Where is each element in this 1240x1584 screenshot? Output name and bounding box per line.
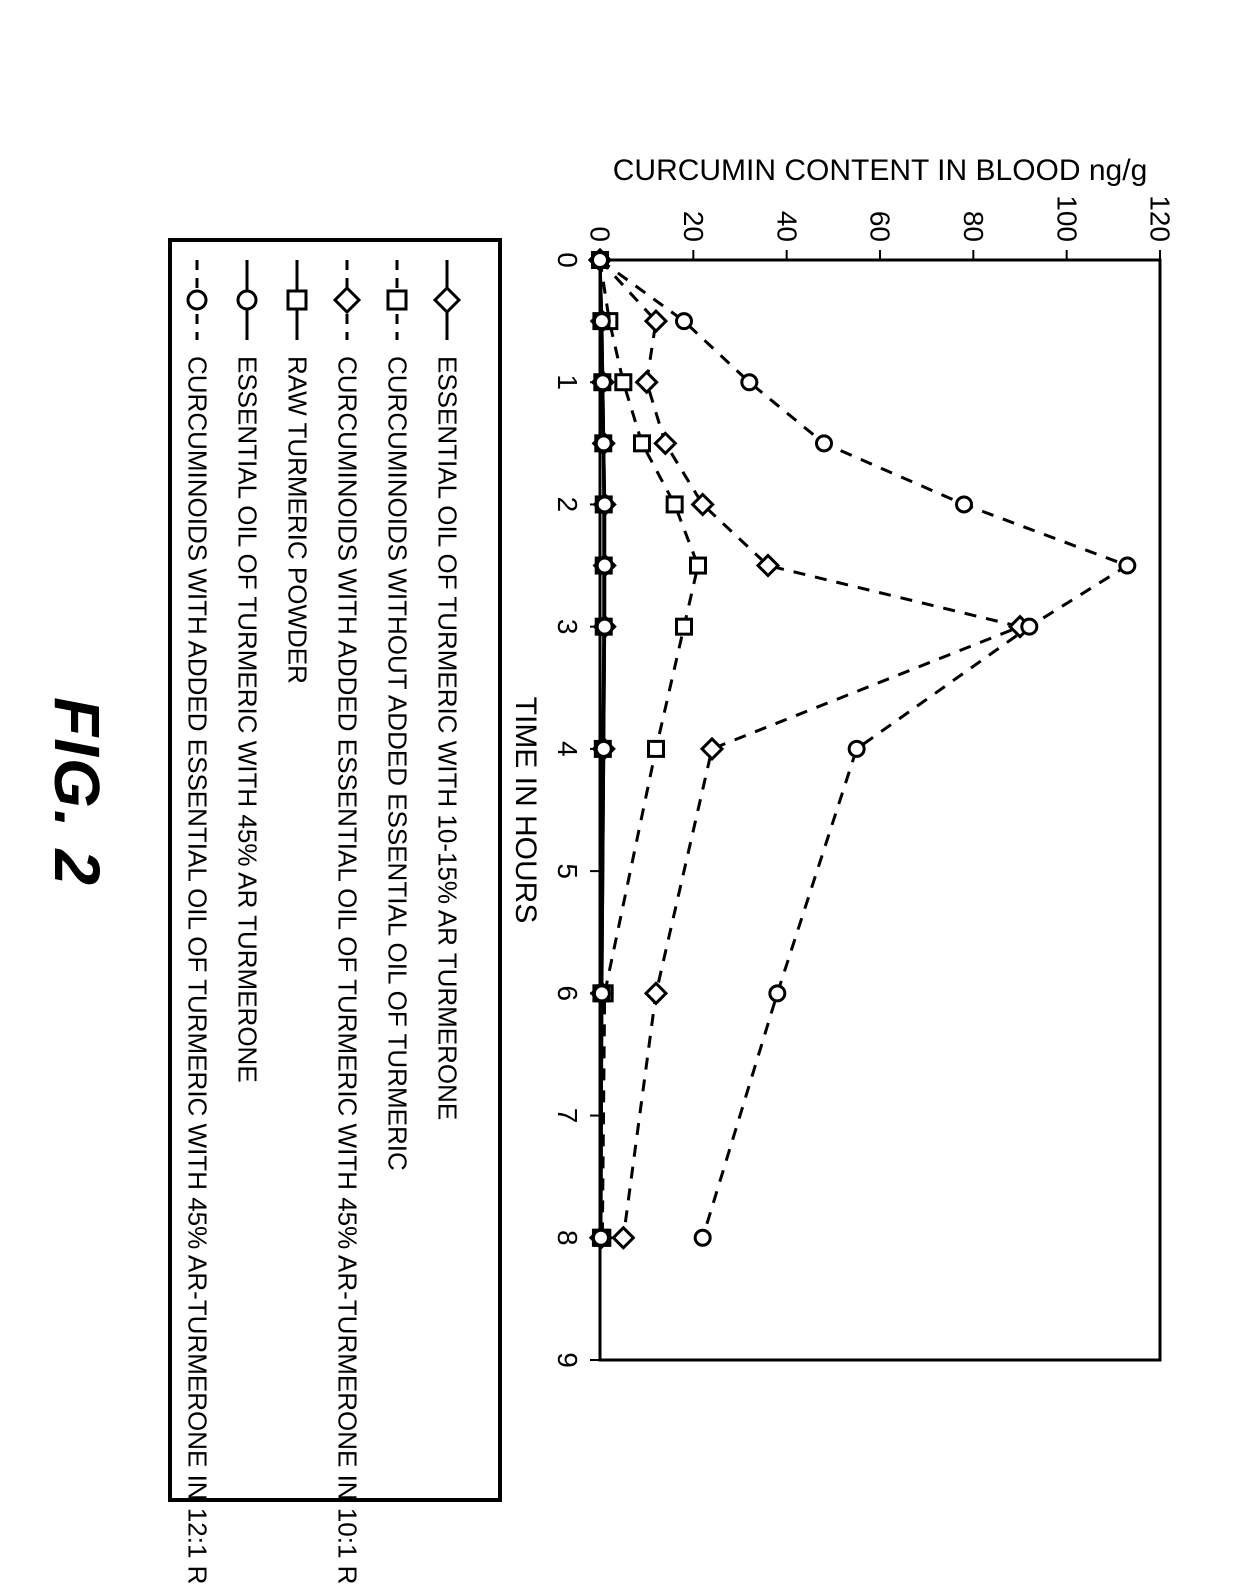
marker-circle-icon xyxy=(597,558,612,573)
legend-row: CURCUMINOIDS WITHOUT ADDED ESSENTIAL OIL… xyxy=(382,260,412,1171)
y-axis-label-group: CURCUMIN CONTENT IN BLOOD ng/g xyxy=(613,154,1148,187)
marker-diamond-icon xyxy=(637,372,657,392)
marker-circle-icon xyxy=(594,986,609,1001)
marker-circle-icon xyxy=(677,314,692,329)
y-tick-label: 40 xyxy=(771,211,802,242)
legend-row: CURCUMINOIDS WITH ADDED ESSENTIAL OIL OF… xyxy=(332,260,362,1584)
marker-square-icon xyxy=(635,436,650,451)
marker-square-icon xyxy=(691,558,706,573)
x-tick-label: 9 xyxy=(552,1352,583,1368)
marker-circle-icon xyxy=(957,497,972,512)
legend-label: RAW TURMERIC POWDER xyxy=(282,356,312,684)
x-tick-label: 1 xyxy=(552,374,583,390)
series-eo_45_12_1 xyxy=(593,253,1135,1246)
marker-circle-icon xyxy=(596,436,611,451)
marker-circle-icon xyxy=(188,291,206,309)
chart-svg: 0 1 2 3 4 5 6 7 8 9 0 20 40 60 80 100 120 TIME IN HOURS CU… xyxy=(0,0,1240,1584)
x-tick-label: 7 xyxy=(552,1108,583,1124)
marker-circle-icon xyxy=(770,986,785,1001)
legend-row: ESSENTIAL OIL OF TURMERIC WITH 10-15% AR… xyxy=(432,260,462,1120)
marker-circle-icon xyxy=(817,436,832,451)
series-eo_45 xyxy=(593,253,613,1246)
y-axis-label: CURCUMIN CONTENT IN BLOOD ng/g xyxy=(613,154,1148,187)
legend-label: ESSENTIAL OIL OF TURMERIC WITH 10-15% AR… xyxy=(432,356,462,1120)
marker-circle-icon xyxy=(594,314,609,329)
plot-frame xyxy=(600,260,1160,1360)
x-tick-label: 5 xyxy=(552,863,583,879)
marker-circle-icon xyxy=(597,619,612,634)
marker-circle-icon xyxy=(595,375,610,390)
x-tick-label: 0 xyxy=(552,252,583,268)
x-axis-label: TIME IN HOURS xyxy=(509,697,542,924)
marker-circle-icon xyxy=(849,741,864,756)
legend-label: ESSENTIAL OIL OF TURMERIC WITH 45% AR TU… xyxy=(232,356,262,1083)
marker-circle-icon xyxy=(1120,558,1135,573)
marker-square-icon xyxy=(388,291,406,309)
y-tick-label: 80 xyxy=(958,211,989,242)
marker-square-icon xyxy=(677,619,692,634)
marker-square-icon xyxy=(667,497,682,512)
marker-circle-icon xyxy=(593,1230,608,1245)
marker-diamond-icon xyxy=(646,983,666,1003)
legend-label: CURCUMINOIDS WITH ADDED ESSENTIAL OIL OF… xyxy=(332,356,362,1584)
marker-square-icon xyxy=(288,291,306,309)
rotated-content: 0 1 2 3 4 5 6 7 8 9 0 20 40 60 80 100 120 TIME IN HOURS CU… xyxy=(0,0,1240,1584)
marker-circle-icon xyxy=(593,253,608,268)
y-tick-label: 0 xyxy=(585,226,616,242)
legend-label: CURCUMINOIDS WITHOUT ADDED ESSENTIAL OIL… xyxy=(382,356,412,1171)
marker-diamond-icon xyxy=(613,1228,633,1248)
marker-square-icon xyxy=(649,741,664,756)
y-tick-label: 20 xyxy=(678,211,709,242)
x-tick-label: 3 xyxy=(552,619,583,635)
marker-circle-icon xyxy=(597,497,612,512)
marker-circle-icon xyxy=(695,1230,710,1245)
marker-diamond-icon xyxy=(702,739,722,759)
x-tick-label: 2 xyxy=(552,497,583,513)
x-tick-label: 4 xyxy=(552,741,583,757)
x-tick-label: 8 xyxy=(552,1230,583,1246)
marker-circle-icon xyxy=(742,375,757,390)
legend-label: CURCUMINOIDS WITH ADDED ESSENTIAL OIL OF… xyxy=(182,356,212,1584)
x-tick-label: 6 xyxy=(552,986,583,1002)
figure-caption: FIG. 2 xyxy=(40,0,114,1584)
marker-circle-icon xyxy=(596,741,611,756)
marker-diamond-icon xyxy=(655,433,675,453)
legend-row: CURCUMINOIDS WITH ADDED ESSENTIAL OIL OF… xyxy=(182,260,212,1584)
marker-square-icon xyxy=(616,375,631,390)
page: 0 1 2 3 4 5 6 7 8 9 0 20 40 60 80 100 120 TIME IN HOURS CU… xyxy=(0,0,1240,1584)
marker-circle-icon xyxy=(1022,619,1037,634)
y-tick-label: 100 xyxy=(1051,195,1082,242)
legend-row: ESSENTIAL OIL OF TURMERIC WITH 45% AR TU… xyxy=(232,260,262,1083)
y-tick-label: 60 xyxy=(865,211,896,242)
marker-circle-icon xyxy=(238,291,256,309)
y-tick-label: 120 xyxy=(1145,195,1176,242)
